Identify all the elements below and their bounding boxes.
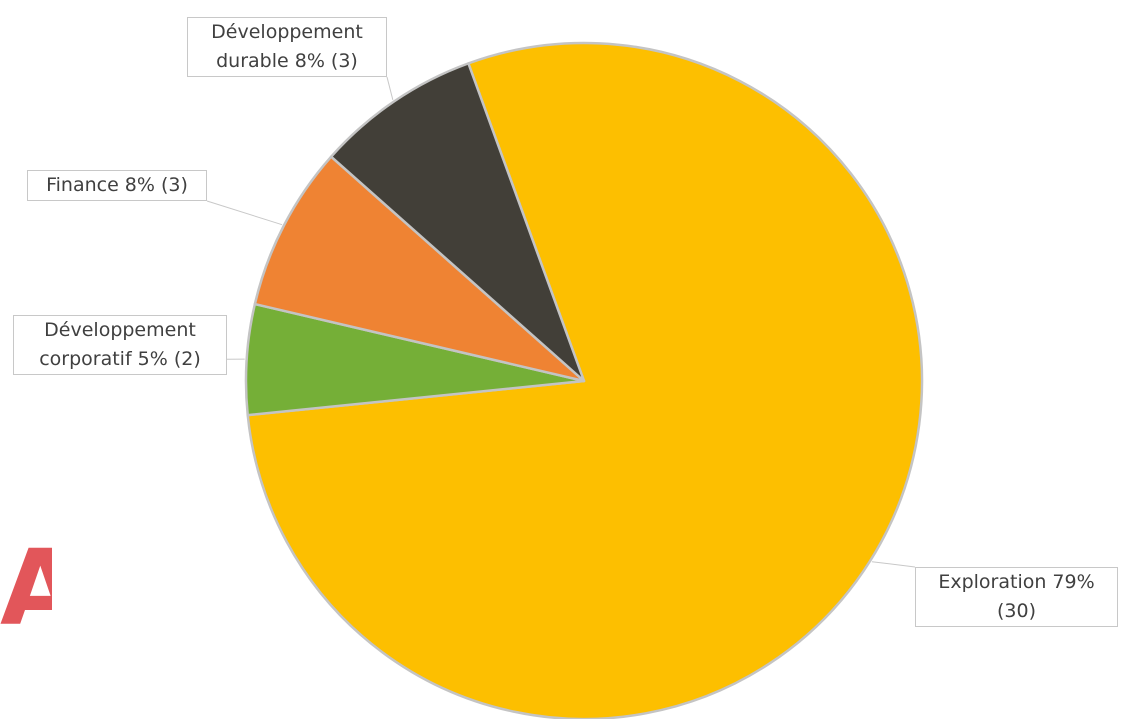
leader-line-developpement-durable [386, 76, 394, 100]
data-label-exploration: Exploration 79% (30) [915, 567, 1118, 627]
data-label-exploration-line-2: (30) [996, 600, 1036, 622]
leader-line-exploration [871, 561, 916, 568]
leader-lines [206, 76, 916, 568]
data-label-finance-line-1: Finance 8% (3) [46, 174, 188, 196]
data-label-developpement-corporatif-line-1: Développement [44, 319, 196, 341]
data-label-developpement-durable: Développement durable 8% (3) [187, 17, 387, 77]
data-label-developpement-durable-line-2: durable 8% (3) [216, 50, 358, 72]
data-label-exploration-line-1: Exploration 79% [938, 571, 1095, 593]
brand-letter-badge: A [0, 538, 52, 638]
data-label-finance: Finance 8% (3) [27, 170, 207, 201]
data-label-developpement-corporatif: Développement corporatif 5% (2) [13, 315, 227, 375]
data-label-developpement-durable-line-1: Développement [211, 21, 363, 43]
pie-slice-developpement-durable [329, 62, 586, 383]
leader-line-finance [206, 200, 283, 226]
pie-slice-finance [253, 155, 586, 383]
data-label-developpement-corporatif-line-2: corporatif 5% (2) [39, 348, 201, 370]
pie-slices [244, 41, 924, 719]
